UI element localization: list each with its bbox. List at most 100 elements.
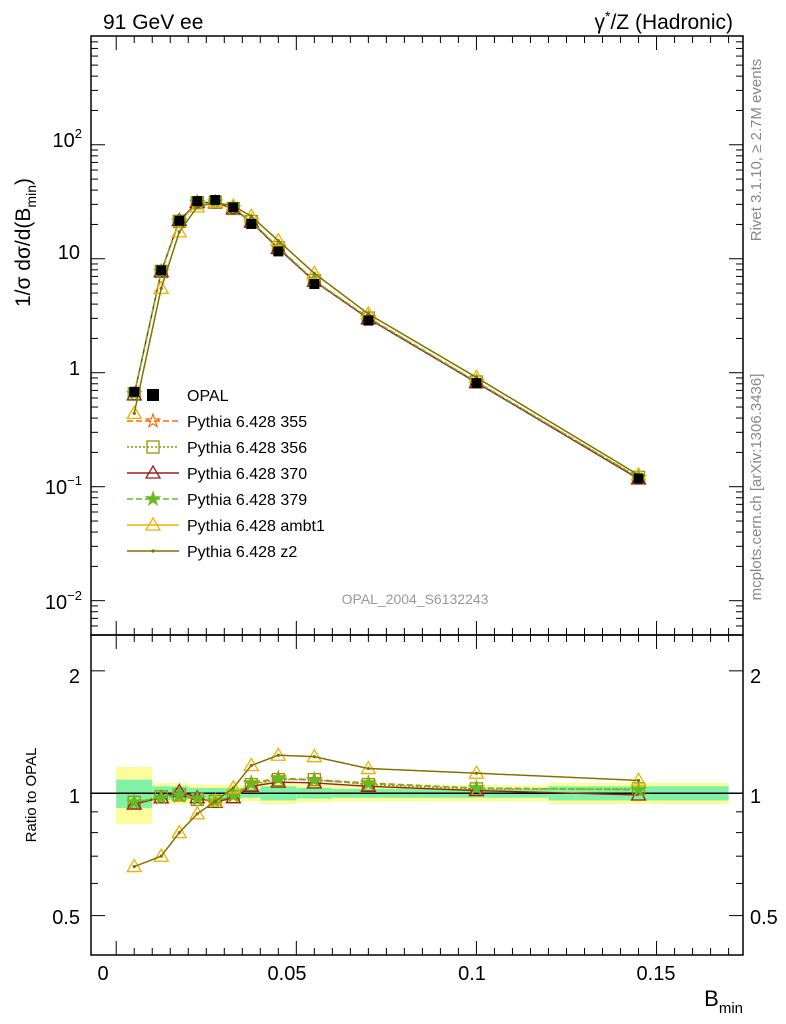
ratio-point-pythia-6-428-379 (468, 779, 485, 796)
ratio-point-pythia-6-428-ambt1 (171, 824, 188, 839)
side-text-bottom: mcplots.cern.ch [arXiv:1306.3436] (748, 374, 765, 601)
main-point-pythia-6-428-ambt1 (270, 232, 287, 247)
legend-label-pythia-6-428-379: Pythia 6.428 379 (187, 492, 307, 509)
ratio-point-pythia-6-428-379 (270, 770, 287, 786)
legend-label-pythia-6-428-355: Pythia 6.428 355 (187, 414, 307, 431)
ratio-point-pythia-6-428-z2 (474, 771, 479, 775)
ratio-point-pythia-6-428-z2 (249, 763, 253, 768)
ratio-point-pythia-6-428-379 (242, 775, 260, 791)
legend-marker-pythia-6-428-356 (146, 440, 160, 454)
reference-point (471, 378, 482, 389)
legend-label-pythia-6-428-z2: Pythia 6.428 z2 (187, 544, 297, 561)
ratio-point-pythia-6-428-z2 (159, 854, 163, 858)
main-line-pythia-6-428-z2 (133, 201, 639, 476)
reference-point (246, 218, 257, 229)
legend-marker-opal (147, 389, 159, 401)
ratio-ytick-label-right-1: 1 (750, 786, 761, 808)
ratio-point-pythia-6-428-379 (630, 780, 647, 797)
main-ytick-label-10: 10 (58, 242, 80, 264)
reference-point (363, 315, 374, 326)
legend-label-pythia-6-428-370: Pythia 6.428 370 (187, 466, 307, 483)
legend-marker-pythia-6-428-355 (144, 412, 162, 429)
reference-point (273, 246, 284, 257)
ratio-point-pythia-6-428-ambt1 (207, 793, 224, 807)
main-point-pythia-6-428-ambt1 (306, 265, 323, 279)
header-right: γ*/Z (Hadronic) (595, 8, 733, 34)
ratio-point-pythia-6-428-ambt1 (153, 847, 170, 862)
main-y-axis-label: 1/σ dσ/d(Bmin) (12, 178, 39, 307)
ratio-plot-frame (90, 634, 744, 956)
x-axis-label: Bmin (704, 986, 743, 1017)
ratio-point-pythia-6-428-370 (360, 778, 377, 792)
xtick-label-0: 0 (97, 963, 108, 985)
legend-marker-pythia-6-428-379 (144, 490, 162, 507)
main-point-pythia-6-428-ambt1 (126, 405, 143, 420)
ratio-ytick-label-right-2: 2 (750, 666, 761, 688)
ratio-point-pythia-6-428-379 (224, 787, 242, 803)
ratio-point-pythia-6-428-ambt1 (270, 746, 287, 761)
main-point-pythia-6-428-ambt1 (171, 223, 188, 238)
main-line-pythia-6-428-355 (133, 201, 639, 479)
ratio-ytick-label-1: 1 (69, 786, 80, 808)
ratio-point-pythia-6-428-ambt1 (306, 748, 323, 763)
ratio-ytick-label-right-0.5: 0.5 (750, 907, 778, 929)
main-ytick-label-1: 1 (69, 358, 80, 380)
ratio-point-pythia-6-428-ambt1 (189, 805, 206, 820)
ratio-point-pythia-6-428-z2 (231, 786, 235, 790)
main-ytick-label-100: 102 (53, 126, 82, 152)
ratio-point-pythia-6-428-z2 (366, 766, 370, 771)
ratio-ytick-label-0.5: 0.5 (52, 907, 80, 929)
reference-point (174, 215, 185, 226)
reference-point (156, 265, 167, 276)
main-line-pythia-6-428-370 (133, 201, 639, 480)
ratio-y-axis-label: Ratio to OPAL (23, 748, 40, 843)
axes-frame (90, 35, 744, 956)
ratio-point-pythia-6-428-ambt1 (468, 764, 485, 779)
xtick-label-0.05: 0.05 (268, 963, 307, 985)
reference-point (633, 473, 644, 484)
ratio-point-pythia-6-428-379 (360, 775, 377, 791)
legend-label-opal: OPAL (187, 388, 229, 405)
main-line-pythia-6-428-379 (133, 201, 639, 479)
main-point-pythia-6-428-z2 (159, 286, 163, 290)
ratio-point-pythia-6-428-379 (306, 771, 323, 788)
main-point-pythia-6-428-z2 (177, 230, 181, 234)
analysis-watermark: OPAL_2004_S6132243 (342, 591, 489, 607)
legend-marker-pythia-6-428-z2 (151, 549, 155, 553)
reference-point (192, 196, 203, 207)
ratio-point-pythia-6-428-z2 (177, 831, 181, 835)
ratio-point-pythia-6-428-z2 (312, 755, 316, 759)
side-text-top: Rivet 3.1.10, ≥ 2.7M events (748, 59, 765, 242)
ratio-point-pythia-6-428-370 (306, 774, 323, 789)
main-point-pythia-6-428-z2 (276, 239, 280, 243)
ratio-point-pythia-6-428-370 (126, 795, 143, 810)
main-point-pythia-6-428-z2 (366, 312, 370, 316)
main-ytick-label-0.1: 10−1 (45, 473, 82, 499)
legend-marker-pythia-6-428-ambt1 (144, 516, 162, 531)
ratio-line-pythia-6-428-ambt1 (133, 754, 639, 868)
xtick-label-0.15: 0.15 (637, 963, 676, 985)
reference-point (309, 279, 320, 290)
legend-label-pythia-6-428-356: Pythia 6.428 356 (187, 440, 307, 457)
reference-point (228, 202, 239, 213)
ratio-point-pythia-6-428-z2 (195, 812, 199, 816)
xtick-label-0.1: 0.1 (458, 963, 486, 985)
ratio-point-pythia-6-428-370 (243, 778, 260, 792)
ratio-point-pythia-6-428-z2 (132, 864, 136, 869)
ratio-point-pythia-6-428-370 (468, 782, 485, 797)
reference-point (210, 194, 221, 205)
ratio-point-pythia-6-428-ambt1 (225, 779, 242, 794)
ratio-point-pythia-6-428-z2 (636, 778, 641, 783)
main-plot-series (125, 193, 647, 485)
main-point-pythia-6-428-z2 (132, 411, 136, 415)
main-point-pythia-6-428-z2 (312, 271, 316, 275)
legend-marker-pythia-6-428-370 (144, 464, 162, 479)
ratio-point-pythia-6-428-z2 (276, 753, 280, 757)
ratio-point-pythia-6-428-379 (170, 786, 188, 803)
main-point-pythia-6-428-ambt1 (153, 280, 170, 294)
ratio-plot-series (125, 746, 647, 873)
ratio-line-pythia-6-428-z2 (133, 754, 639, 868)
ratio-point-pythia-6-428-379 (188, 789, 206, 806)
reference-point (129, 386, 140, 397)
